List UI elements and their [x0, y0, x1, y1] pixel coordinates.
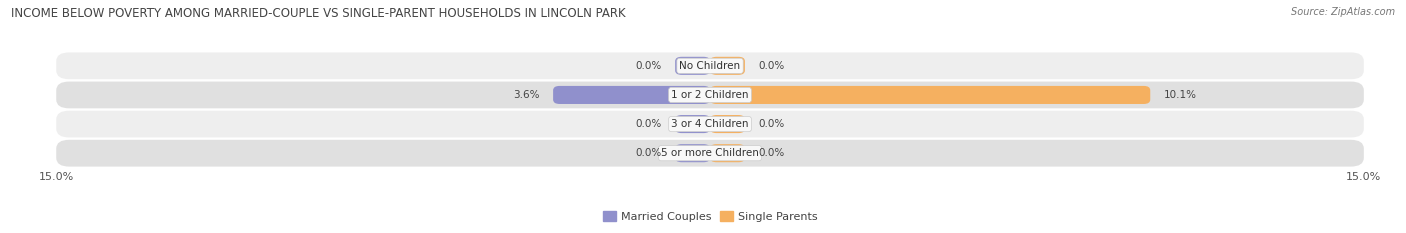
Text: 0.0%: 0.0% — [636, 61, 662, 71]
Text: 10.1%: 10.1% — [1163, 90, 1197, 100]
FancyBboxPatch shape — [710, 115, 745, 133]
FancyBboxPatch shape — [675, 144, 710, 162]
Text: 3 or 4 Children: 3 or 4 Children — [671, 119, 749, 129]
FancyBboxPatch shape — [675, 57, 710, 75]
Legend: Married Couples, Single Parents: Married Couples, Single Parents — [599, 207, 821, 226]
Text: 5 or more Children: 5 or more Children — [661, 148, 759, 158]
Text: Source: ZipAtlas.com: Source: ZipAtlas.com — [1291, 7, 1395, 17]
Text: No Children: No Children — [679, 61, 741, 71]
Text: 0.0%: 0.0% — [636, 119, 662, 129]
FancyBboxPatch shape — [56, 82, 1364, 108]
FancyBboxPatch shape — [710, 57, 745, 75]
Text: 3.6%: 3.6% — [513, 90, 540, 100]
Text: 0.0%: 0.0% — [758, 61, 785, 71]
Text: 0.0%: 0.0% — [758, 148, 785, 158]
Text: 1 or 2 Children: 1 or 2 Children — [671, 90, 749, 100]
FancyBboxPatch shape — [710, 144, 745, 162]
FancyBboxPatch shape — [710, 86, 1150, 104]
Text: 0.0%: 0.0% — [758, 119, 785, 129]
Text: 0.0%: 0.0% — [636, 148, 662, 158]
FancyBboxPatch shape — [56, 52, 1364, 79]
Text: INCOME BELOW POVERTY AMONG MARRIED-COUPLE VS SINGLE-PARENT HOUSEHOLDS IN LINCOLN: INCOME BELOW POVERTY AMONG MARRIED-COUPL… — [11, 7, 626, 20]
FancyBboxPatch shape — [675, 115, 710, 133]
FancyBboxPatch shape — [56, 140, 1364, 167]
FancyBboxPatch shape — [553, 86, 710, 104]
FancyBboxPatch shape — [56, 111, 1364, 137]
